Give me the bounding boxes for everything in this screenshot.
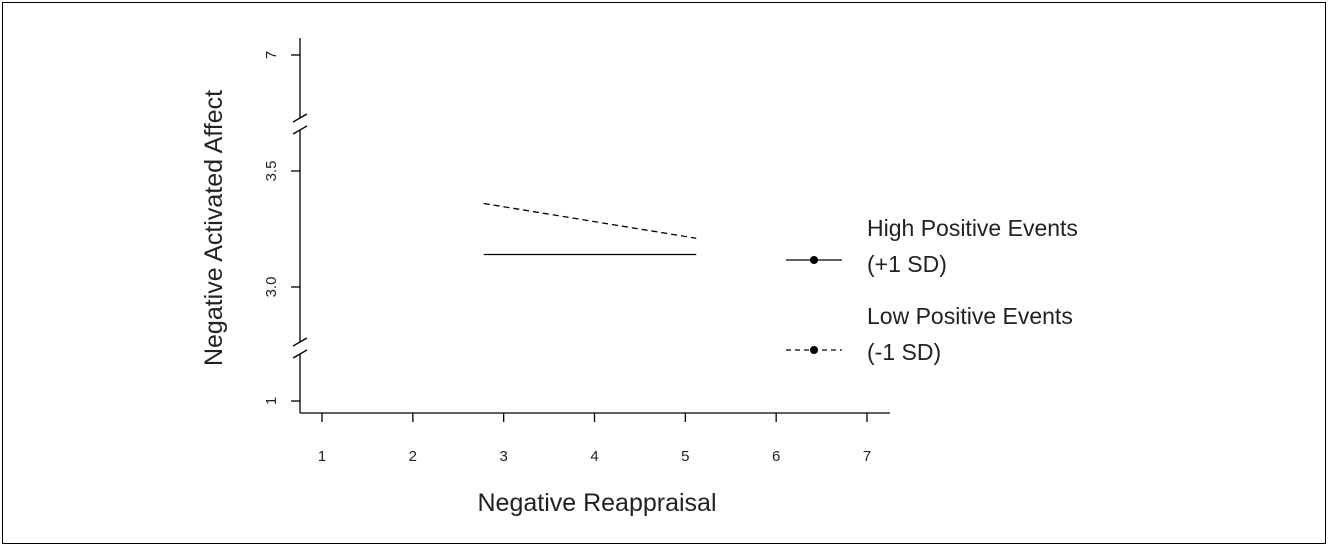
legend-label-sub: (-1 SD)	[867, 339, 941, 365]
series-layer	[483, 202, 697, 256]
y-axis-title: Negative Activated Affect	[200, 90, 228, 366]
axis-break-mark	[292, 337, 308, 347]
axis-break-mark	[292, 125, 308, 135]
x-tick-label: 2	[409, 448, 417, 465]
y-tick-label: 3.0	[263, 277, 280, 298]
x-tick-label: 3	[499, 448, 507, 465]
x-axis-ticks: 1 2 3 4 5 6 7	[318, 413, 871, 465]
legend-label: High Positive Events	[867, 215, 1078, 241]
legend-marker	[810, 256, 818, 264]
x-tick-label: 4	[590, 448, 598, 465]
x-tick-label: 7	[863, 448, 871, 465]
axis-break-marks	[292, 113, 308, 359]
legend-label-sub: (+1 SD)	[867, 251, 947, 277]
x-axis-title: Negative Reappraisal	[477, 489, 716, 517]
legend-marker	[810, 346, 818, 354]
y-tick-label: 3.5	[263, 161, 280, 182]
axes-group: 1 2 3 4 5 6 7 1 3.0 3.5 7	[263, 38, 890, 465]
x-tick-label: 1	[318, 448, 326, 465]
x-tick-label: 5	[681, 448, 689, 465]
y-tick-label: 7	[263, 51, 280, 59]
series-line-low-positive	[483, 202, 697, 239]
x-tick-label: 6	[772, 448, 780, 465]
axis-break-mark	[292, 349, 308, 359]
legend-label: Low Positive Events	[867, 303, 1073, 329]
legend: High Positive Events (+1 SD) Low Positive …	[786, 215, 1078, 365]
y-tick-label: 1	[263, 397, 280, 405]
axis-break-mark	[292, 113, 308, 123]
y-axis-ticks: 1 3.0 3.5 7	[263, 51, 300, 405]
